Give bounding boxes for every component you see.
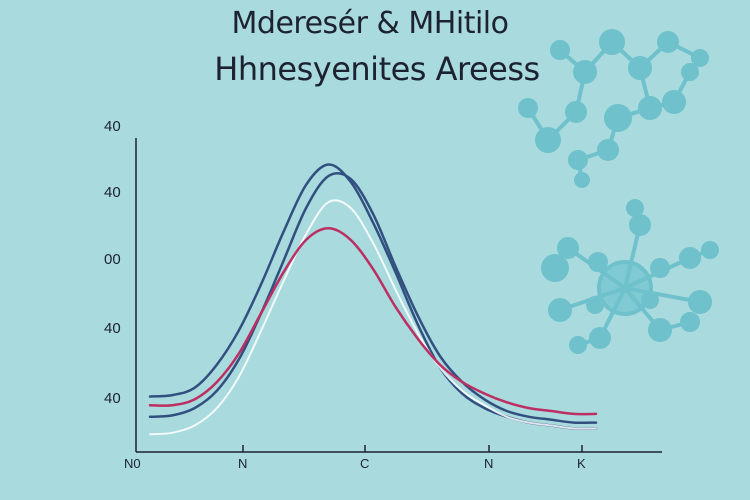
y-tick-label: 40 (104, 118, 121, 135)
molecule-illustration (541, 199, 719, 354)
y-tick-label: 40 (104, 184, 121, 201)
series-line (148, 171, 598, 425)
x-tick-label: N0 (124, 456, 141, 471)
series-line (148, 227, 598, 416)
chart-subtitle: Hhnesyenites Areess (214, 50, 540, 88)
x-tick-label: N (484, 456, 494, 471)
x-tick-label: K (577, 456, 586, 471)
molecule-illustration (518, 29, 709, 188)
y-tick-label: 40 (104, 390, 121, 407)
x-tick-label: N (238, 456, 248, 471)
x-tick-label: C (360, 456, 370, 471)
chart-title: Mderesér & MHitilo (231, 6, 509, 41)
y-tick-label: 40 (104, 320, 121, 337)
series-line (149, 199, 597, 436)
y-tick-label: 00 (104, 251, 121, 268)
